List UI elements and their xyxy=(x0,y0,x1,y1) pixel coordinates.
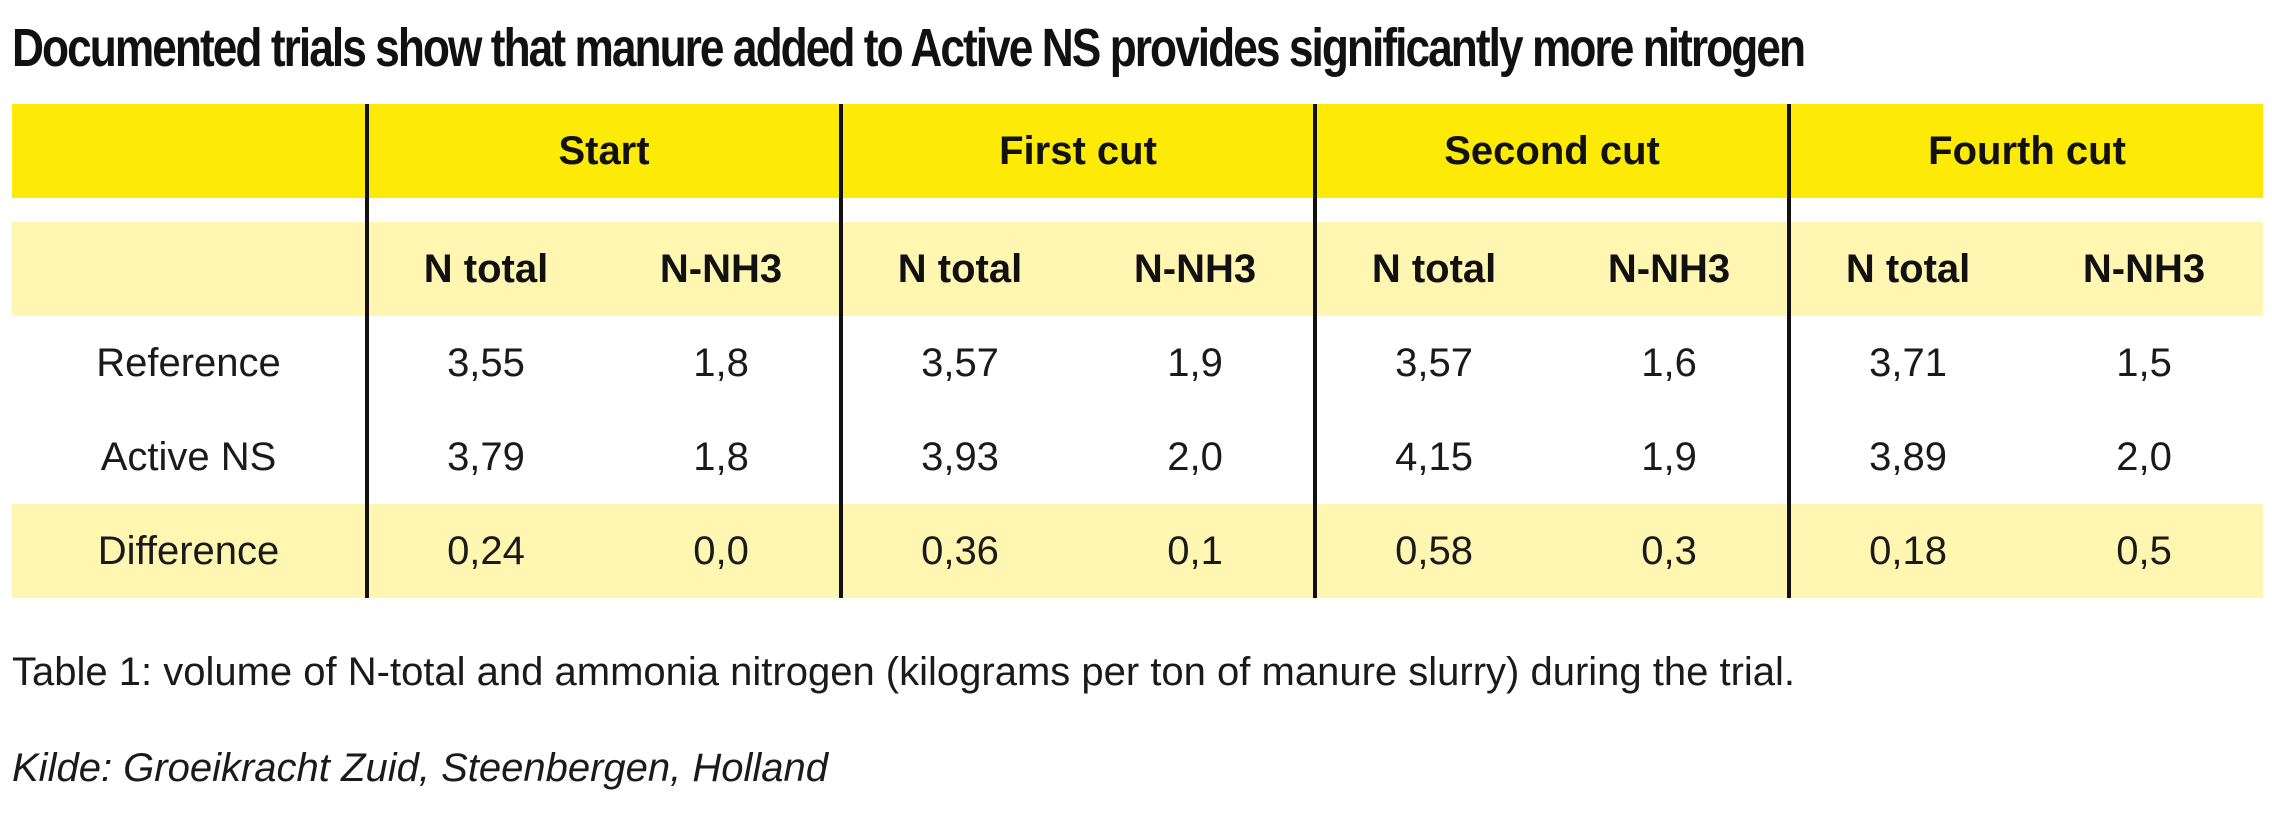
table-cell: 0,5 xyxy=(2025,504,2264,598)
table-cell: 0,58 xyxy=(1313,504,1552,598)
table-cell: 0,24 xyxy=(365,504,603,598)
table-row-reference: Reference 3,55 1,8 3,57 1,9 3,57 1,6 3,7… xyxy=(12,316,2263,410)
row-label: Difference xyxy=(12,504,367,598)
subheader-n-nh3: N-NH3 xyxy=(2025,222,2264,316)
period-header-start: Start xyxy=(364,104,842,198)
table-cell: 2,0 xyxy=(2116,434,2172,479)
table-cell: 0,3 xyxy=(1551,504,1790,598)
period-header-fourth-cut: Fourth cut xyxy=(1787,104,2264,198)
row-label: Active NS xyxy=(100,434,277,479)
table-cell: 0,1 xyxy=(1077,504,1316,598)
subheader-n-total: N total xyxy=(1787,222,2026,316)
table-cell: 2,0 xyxy=(1167,434,1223,479)
subheader-corner xyxy=(12,222,367,316)
table-cell: 1,5 xyxy=(2116,340,2172,385)
header-spacer-row xyxy=(12,198,2263,222)
table-cell: 3,89 xyxy=(1787,410,2026,504)
table-cell: 3,57 xyxy=(839,316,1078,410)
table-row-difference: Difference 0,24 0,0 0,36 0,1 0,58 0,3 0,… xyxy=(12,504,2264,598)
table-cell: 3,57 xyxy=(1313,316,1552,410)
table-cell: 1,9 xyxy=(1167,340,1223,385)
table-cell: 3,71 xyxy=(1787,316,2026,410)
table-cell: 1,8 xyxy=(693,340,749,385)
period-header-first-cut: First cut xyxy=(839,104,1316,198)
table-cell: 1,6 xyxy=(1641,340,1697,385)
row-label: Reference xyxy=(96,340,281,385)
table-cell: 3,79 xyxy=(365,410,603,504)
table-caption: Table 1: volume of N-total and ammonia n… xyxy=(12,650,1796,694)
page-title: Documented trials show that manure added… xyxy=(12,18,1806,78)
table-cell: 3,93 xyxy=(839,410,1078,504)
header-corner xyxy=(12,104,367,198)
subheader-row: N total N-NH3 N total N-NH3 N total N-NH… xyxy=(12,222,2264,316)
table-cell: 0,18 xyxy=(1787,504,2026,598)
table-cell: 0,0 xyxy=(603,504,842,598)
nitrogen-trial-table: Start First cut Second cut Fourth cut N … xyxy=(12,104,2264,598)
period-header-row: Start First cut Second cut Fourth cut xyxy=(12,104,2264,198)
period-header-second-cut: Second cut xyxy=(1313,104,1790,198)
table-cell: 3,55 xyxy=(365,316,603,410)
table-row-active-ns: Active NS 3,79 1,8 3,93 2,0 4,15 1,9 3,8… xyxy=(12,410,2263,504)
subheader-n-total: N total xyxy=(839,222,1078,316)
subheader-n-total: N total xyxy=(365,222,603,316)
table-cell: 1,9 xyxy=(1641,434,1697,479)
table-cell: 0,36 xyxy=(839,504,1078,598)
subheader-n-total: N total xyxy=(1313,222,1552,316)
subheader-n-nh3: N-NH3 xyxy=(1077,222,1316,316)
subheader-n-nh3: N-NH3 xyxy=(1551,222,1790,316)
source-credit: Kilde: Groeikracht Zuid, Steenbergen, Ho… xyxy=(12,746,829,790)
table-cell: 1,8 xyxy=(693,434,749,479)
table-cell: 4,15 xyxy=(1313,410,1552,504)
subheader-n-nh3: N-NH3 xyxy=(603,222,842,316)
